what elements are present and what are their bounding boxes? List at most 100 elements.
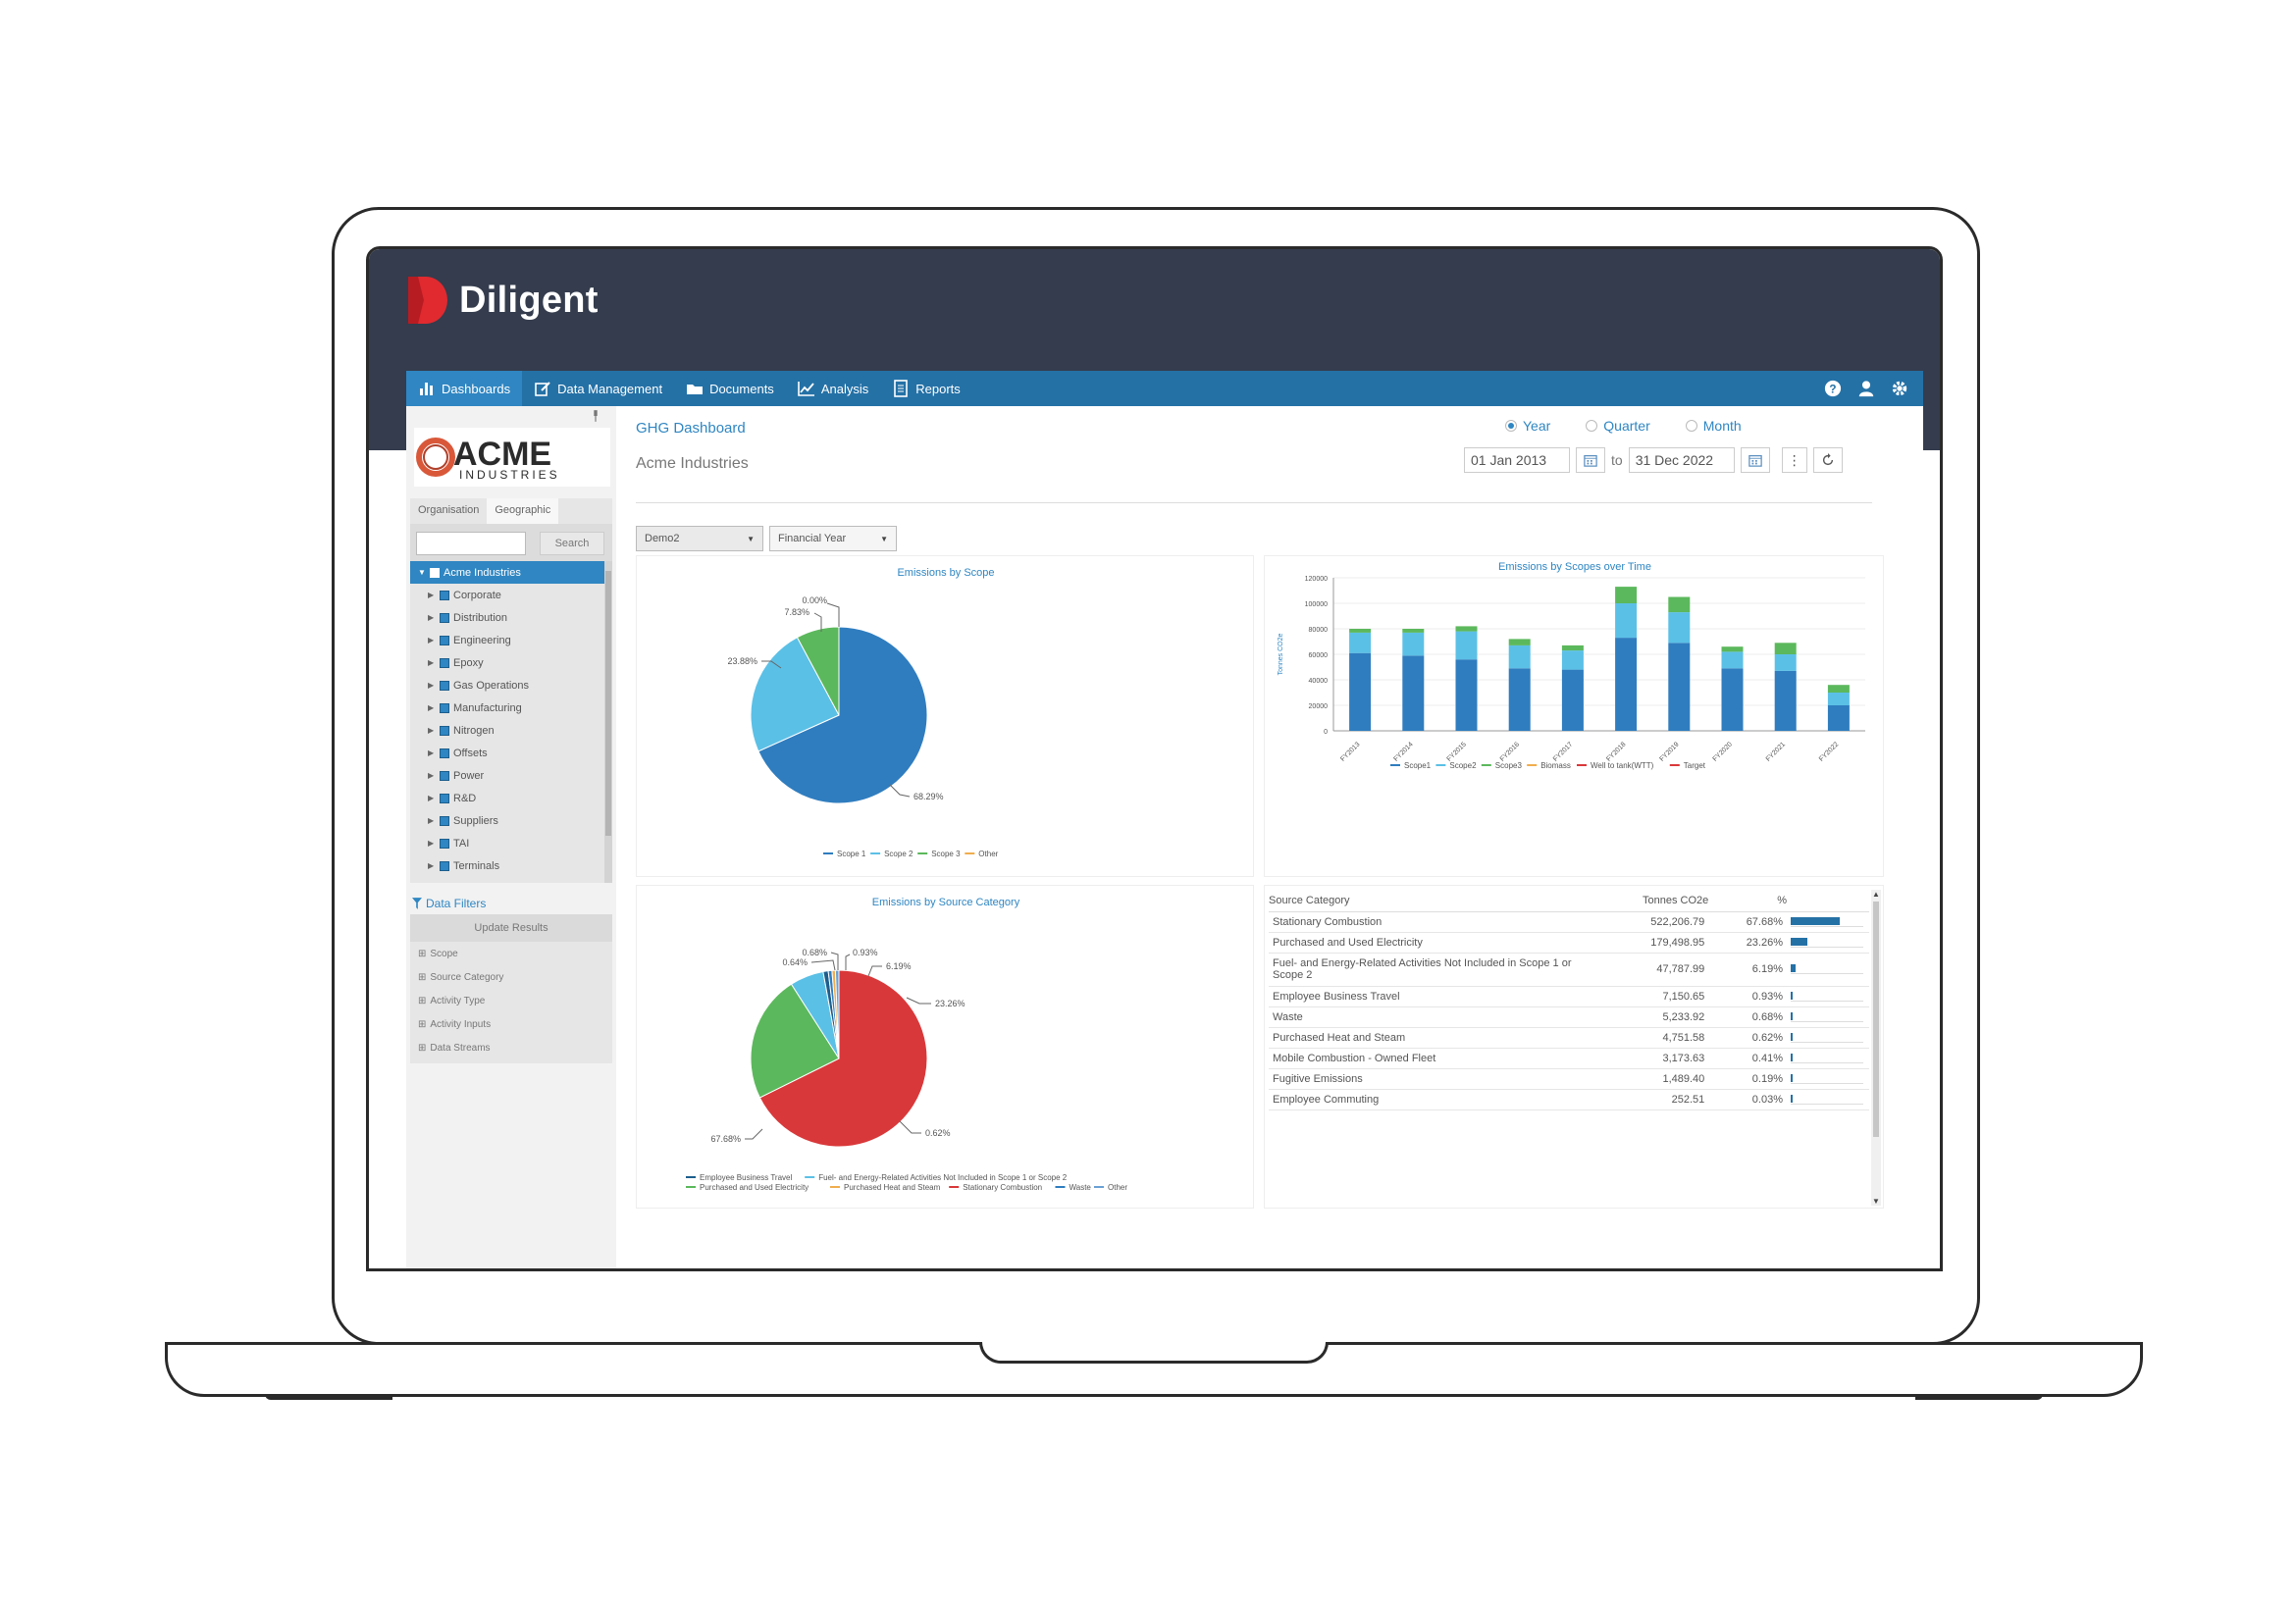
tree-scrollbar[interactable] [604,561,612,883]
nav-reports[interactable]: Reports [880,371,972,406]
table-row[interactable]: Fugitive Emissions 1,489.40 0.19% [1269,1068,1869,1090]
checkbox[interactable] [440,680,449,691]
plus-icon[interactable]: ⊞ [418,1042,427,1054]
user-icon[interactable] [1856,379,1876,398]
expand-arrow-icon[interactable]: ▶ [428,658,435,667]
scroll-down-icon[interactable]: ▼ [1872,1197,1880,1206]
radio-month[interactable]: Month [1685,418,1742,434]
col-tonnes[interactable]: Tonnes CO2e [1592,890,1709,912]
table-row[interactable]: Waste 5,233.92 0.68% [1269,1006,1869,1028]
tree-item[interactable]: ▶ Epoxy [410,651,612,674]
calendar-icon[interactable] [1576,447,1605,473]
radio-dot[interactable] [1505,420,1517,432]
checkbox[interactable] [440,860,449,871]
expand-arrow-icon[interactable]: ▶ [428,613,435,622]
tree-scroll-thumb[interactable] [605,571,611,836]
radio-quarter[interactable]: Quarter [1586,418,1650,434]
tree-item[interactable]: ▶ Suppliers [410,809,612,832]
expand-arrow-icon[interactable]: ▶ [428,681,435,690]
tab-organisation[interactable]: Organisation [418,504,480,516]
tree-item[interactable]: ▶ Distribution [410,606,612,629]
expand-arrow-icon[interactable]: ▶ [428,839,435,848]
checkbox[interactable] [440,590,449,600]
checkbox[interactable] [440,838,449,849]
expand-arrow-icon[interactable]: ▶ [428,726,435,735]
tree-item[interactable]: ▶ Offsets [410,742,612,764]
checkbox[interactable] [440,612,449,623]
expand-arrow-icon[interactable]: ▶ [428,861,435,870]
filter-item[interactable]: ⊞ Data Streams [410,1036,612,1059]
checkbox[interactable] [440,635,449,645]
sidebar-search-button[interactable]: Search [540,532,604,555]
checkbox[interactable] [440,815,449,826]
filter-item[interactable]: ⊞ Scope [410,942,612,965]
tab-geographic[interactable]: Geographic [487,498,559,524]
tree-item[interactable]: ▶ Corporate [410,584,612,606]
sidebar-search-input[interactable] [416,532,526,555]
table-row[interactable]: Stationary Combustion 522,206.79 67.68% [1269,911,1869,933]
table-row[interactable]: Mobile Combustion - Owned Fleet 3,173.63 0… [1269,1048,1869,1069]
table-row[interactable]: Purchased and Used Electricity 179,498.95… [1269,932,1869,954]
update-results-button[interactable]: Update Results [410,914,612,942]
tree-item[interactable]: ▶ Engineering [410,629,612,651]
tree-item[interactable]: ▶ Nitrogen [410,719,612,742]
checkbox[interactable] [440,657,449,668]
filter-item[interactable]: ⊞ Source Category [410,965,612,989]
plus-icon[interactable]: ⊞ [418,948,427,959]
tree-item[interactable]: ▶ R&D [410,787,612,809]
checkbox[interactable] [440,748,449,758]
col-source-category[interactable]: Source Category [1269,890,1592,912]
nav-documents[interactable]: Documents [674,371,786,406]
plus-icon[interactable]: ⊞ [418,1018,427,1030]
tree-root[interactable]: ▼ Acme Industries [410,561,612,584]
nav-dashboards[interactable]: Dashboards [406,371,523,406]
col-percent[interactable]: % [1708,890,1787,912]
checkbox[interactable] [440,702,449,713]
date-to-input[interactable]: 31 Dec 2022 [1628,447,1735,473]
radio-year[interactable]: Year [1505,418,1550,434]
help-icon[interactable]: ? [1823,379,1843,398]
table-row[interactable]: Fuel- and Energy-Related Activities Not … [1269,953,1869,987]
tree-item[interactable]: ▶ Power [410,764,612,787]
checkbox[interactable] [440,725,449,736]
tree-item[interactable]: ▶ Manufacturing [410,696,612,719]
expand-arrow-icon[interactable]: ▶ [428,748,435,757]
checkbox[interactable] [430,567,440,578]
expand-arrow-icon[interactable]: ▶ [428,771,435,780]
plus-icon[interactable]: ⊞ [418,971,427,983]
table-scroll-thumb[interactable] [1873,902,1879,1137]
table-row[interactable]: Employee Business Travel 7,150.65 0.93% [1269,986,1869,1007]
plus-icon[interactable]: ⊞ [418,995,427,1006]
expand-arrow-icon[interactable]: ▶ [428,816,435,825]
more-options-button[interactable]: ⋮ [1781,447,1807,473]
nav-analysis[interactable]: Analysis [786,371,880,406]
expand-arrow-icon[interactable]: ▶ [428,591,435,599]
radio-dot[interactable] [1586,420,1598,432]
refresh-icon[interactable] [1812,447,1843,473]
tree-item[interactable]: ▶ Gas Operations [410,674,612,696]
scroll-up-icon[interactable]: ▲ [1872,890,1880,899]
checkbox[interactable] [440,793,449,803]
expand-arrow-icon[interactable]: ▼ [418,568,426,577]
data-filters-header[interactable]: Data Filters [412,897,486,910]
table-row[interactable]: Purchased Heat and Steam 4,751.58 0.62% [1269,1027,1869,1049]
expand-arrow-icon[interactable]: ▶ [428,636,435,645]
checkbox[interactable] [440,770,449,781]
tree-item[interactable]: ▶ TAI [410,832,612,854]
filter-item[interactable]: ⊞ Activity Type [410,989,612,1012]
radio-dot[interactable] [1685,420,1697,432]
table-scrollbar[interactable]: ▲ ▼ [1871,890,1881,1206]
gear-icon[interactable] [1890,379,1909,398]
filter-item[interactable]: ⊞ Activity Inputs [410,1012,612,1036]
table-row[interactable]: Employee Commuting 252.51 0.03% [1269,1089,1869,1110]
period-type-select[interactable]: Financial Year ▼ [769,526,897,551]
expand-arrow-icon[interactable]: ▶ [428,794,435,802]
nav-data-management[interactable]: Data Management [522,371,674,406]
dataset-select[interactable]: Demo2 ▼ [636,526,763,551]
expand-arrow-icon[interactable]: ▶ [428,703,435,712]
date-from-input[interactable]: 01 Jan 2013 [1464,447,1570,473]
edit-icon [535,382,550,396]
tree-item[interactable]: ▶ Terminals [410,854,612,877]
calendar-icon[interactable] [1740,447,1770,473]
pin-icon[interactable] [591,410,602,424]
